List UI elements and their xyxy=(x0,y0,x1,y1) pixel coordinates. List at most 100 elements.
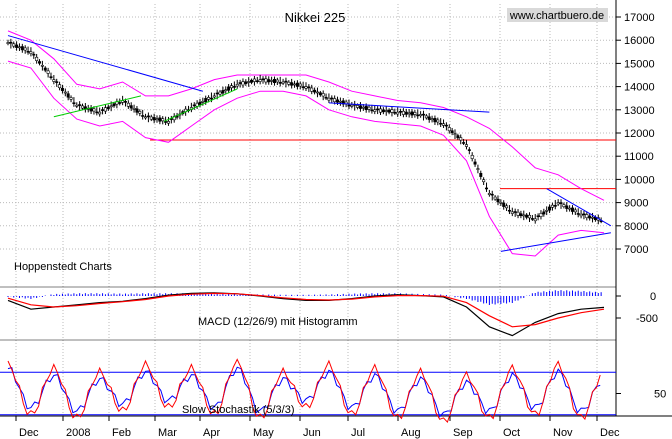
price-candle xyxy=(144,116,148,119)
price-candle xyxy=(161,118,165,122)
price-candle xyxy=(356,105,360,108)
price-candle xyxy=(101,109,105,111)
price-candle xyxy=(81,105,85,109)
trendline xyxy=(546,188,612,227)
price-candle xyxy=(26,50,30,53)
price-candle xyxy=(146,115,150,118)
price-candle xyxy=(221,90,225,94)
price-candle xyxy=(324,96,328,99)
price-candle xyxy=(261,78,265,81)
price-candle xyxy=(487,193,491,195)
price-candle xyxy=(387,109,391,113)
price-candle xyxy=(579,213,583,217)
price-candle xyxy=(413,112,417,115)
price-candle xyxy=(258,79,262,82)
price-candle xyxy=(536,215,540,218)
price-candle xyxy=(384,110,388,112)
x-tick-label: Feb xyxy=(112,427,131,439)
x-tick-label: Apr xyxy=(203,427,220,439)
price-candle xyxy=(227,86,231,91)
price-candle xyxy=(58,84,62,89)
price-candle xyxy=(149,116,153,120)
price-candle xyxy=(17,46,21,49)
price-candle xyxy=(542,211,546,215)
price-candle xyxy=(106,106,110,110)
price-tick-label: 8000 xyxy=(624,221,648,233)
price-candle xyxy=(267,79,271,83)
price-candle xyxy=(49,76,53,79)
price-candle xyxy=(433,118,437,123)
price-candle xyxy=(23,47,27,51)
price-candle xyxy=(103,107,107,112)
price-candle xyxy=(416,114,420,117)
price-candle xyxy=(318,92,322,96)
price-candle xyxy=(381,109,385,113)
macd-tick-label: 0 xyxy=(650,291,656,303)
price-candle xyxy=(284,80,288,83)
price-tick-label: 17000 xyxy=(624,12,655,24)
price-candle xyxy=(513,211,517,213)
price-candle xyxy=(321,93,325,97)
price-candle xyxy=(198,101,202,105)
price-candle xyxy=(530,218,534,220)
price-candle xyxy=(378,108,382,113)
price-candle xyxy=(250,79,254,83)
price-candle xyxy=(470,155,474,159)
price-candle xyxy=(12,43,16,47)
price-candle xyxy=(293,83,297,86)
price-candle xyxy=(459,137,463,141)
price-candle xyxy=(444,124,448,127)
price-candle xyxy=(295,82,299,87)
price-tick-label: 13000 xyxy=(624,105,655,117)
price-candle xyxy=(427,116,431,120)
price-candle xyxy=(453,133,457,136)
price-candle xyxy=(419,114,423,117)
price-candle xyxy=(502,202,506,207)
x-tick-label: Oct xyxy=(503,427,520,439)
price-candle xyxy=(255,80,259,83)
price-candle xyxy=(92,108,96,112)
watermark-box xyxy=(507,8,608,22)
price-candle xyxy=(482,179,486,183)
price-candle xyxy=(373,109,377,112)
price-candle xyxy=(490,193,494,196)
price-candle xyxy=(450,130,454,134)
price-candle xyxy=(43,67,47,71)
price-candle xyxy=(290,82,294,86)
price-tick-label: 12000 xyxy=(624,128,655,140)
price-candle xyxy=(456,135,460,139)
price-candle xyxy=(52,79,56,82)
price-candle xyxy=(333,98,337,103)
x-tick-label: Sep xyxy=(453,427,473,439)
price-candle xyxy=(533,218,537,222)
price-candle xyxy=(272,78,276,83)
price-candle xyxy=(72,102,76,105)
price-candle xyxy=(570,207,574,212)
x-tick-label: Aug xyxy=(401,427,421,439)
price-candle xyxy=(550,204,554,208)
price-candle xyxy=(376,108,380,111)
price-candle xyxy=(505,205,509,209)
price-candle xyxy=(270,80,274,82)
price-candle xyxy=(238,82,242,84)
x-tick-label: Dec xyxy=(19,427,39,439)
price-candle xyxy=(109,105,113,108)
price-candle xyxy=(69,97,73,100)
price-candle xyxy=(485,187,489,190)
price-candle xyxy=(573,209,577,213)
price-candle xyxy=(430,118,434,121)
price-candle xyxy=(410,111,414,116)
price-candle xyxy=(158,117,162,122)
price-candle xyxy=(565,205,569,209)
price-candle xyxy=(6,42,10,44)
price-candle xyxy=(479,172,483,177)
price-candle xyxy=(350,104,354,107)
price-candle xyxy=(447,127,451,132)
price-tick-label: 10000 xyxy=(624,174,655,186)
price-candle xyxy=(404,111,408,115)
price-candle xyxy=(462,142,466,144)
price-tick-label: 16000 xyxy=(624,35,655,47)
price-candle xyxy=(525,214,529,218)
price-candle xyxy=(545,210,549,212)
